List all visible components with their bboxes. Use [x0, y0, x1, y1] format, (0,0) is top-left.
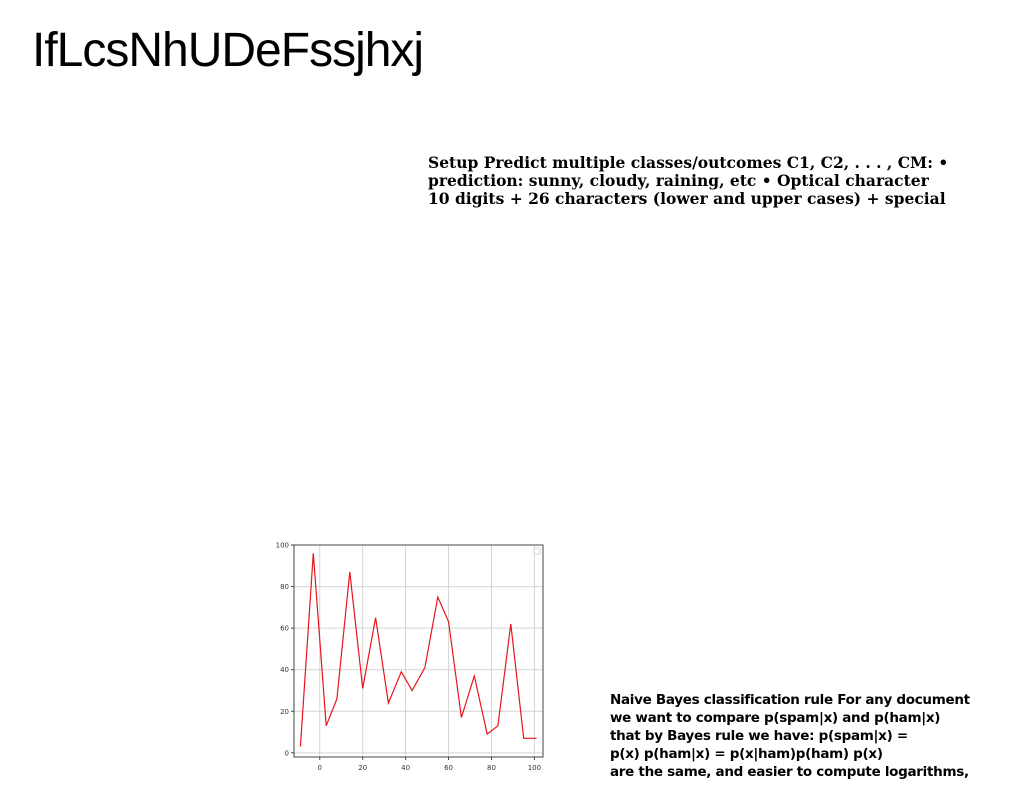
x-tick-label: 80: [487, 764, 496, 772]
x-tick-label: 20: [358, 764, 367, 772]
y-tick-label: 40: [280, 666, 289, 674]
setup-text-block: Setup Predict multiple classes/outcomes …: [428, 154, 948, 208]
setup-line: 10 digits + 26 characters (lower and upp…: [428, 189, 946, 208]
setup-line: Setup Predict multiple classes/outcomes …: [428, 153, 949, 172]
x-tick-label: 40: [401, 764, 410, 772]
bayes-line: we want to compare p(spam|x) and p(ham|x…: [610, 710, 941, 726]
bayes-line: that by Bayes rule we have: p(spam|x) =: [610, 728, 908, 744]
bayes-line: are the same, and easier to compute loga…: [610, 764, 969, 780]
y-tick-label: 80: [280, 583, 289, 591]
bayes-line: Naive Bayes classification rule For any …: [610, 692, 970, 708]
x-tick-label: 100: [528, 764, 541, 772]
x-tick-label: 0: [318, 764, 322, 772]
x-tick-label: 60: [444, 764, 453, 772]
chart-svg: 0 20 40 60 80 100 0 20 40 60 80 100: [276, 542, 544, 772]
y-tick-label: 100: [276, 542, 289, 550]
y-tick-label: 60: [280, 625, 289, 633]
series-line: [299, 553, 537, 747]
line-chart: 0 20 40 60 80 100 0 20 40 60 80 100: [268, 538, 550, 774]
bayes-text-block: Naive Bayes classification rule For any …: [610, 691, 970, 781]
bayes-line: p(x) p(ham|x) = p(x|ham)p(ham) p(x): [610, 746, 883, 762]
y-tick-label: 0: [285, 749, 289, 757]
y-tick-label: 20: [280, 708, 289, 716]
plot-frame: [293, 544, 544, 758]
legend-box: [533, 547, 541, 555]
setup-line: prediction: sunny, cloudy, raining, etc …: [428, 171, 929, 190]
page-title: IfLcsNhUDeFssjhxj: [32, 24, 424, 77]
